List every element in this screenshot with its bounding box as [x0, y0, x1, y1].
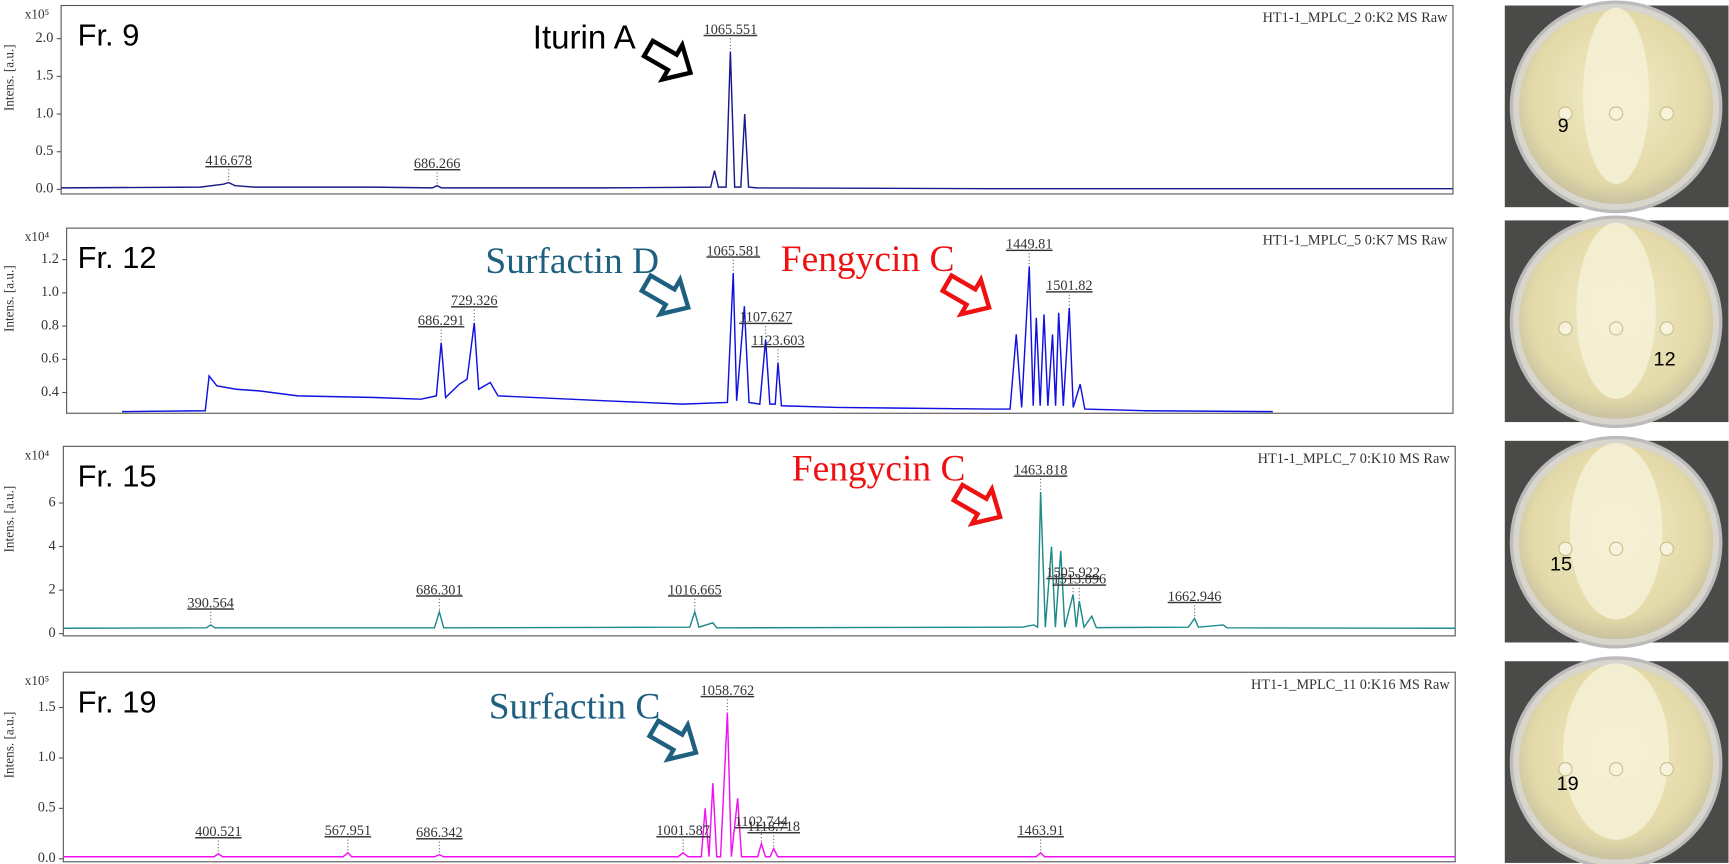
paper-disc: [1608, 762, 1624, 777]
spectrum-line: [61, 51, 1453, 190]
y-multiplier: x10⁵: [25, 6, 49, 21]
plate-label: 9: [1558, 115, 1569, 137]
y-multiplier: x10⁵: [25, 673, 49, 688]
compound-annotation: Iturin A: [533, 19, 636, 56]
plate-label: 15: [1550, 554, 1572, 576]
fungal-growth: [1583, 7, 1650, 185]
y-tick-label: 1.0: [38, 749, 56, 765]
plate-label: 19: [1557, 773, 1579, 795]
y-tick-label: 1.0: [41, 284, 59, 300]
y-tick-label: 1.5: [36, 68, 54, 84]
plate-label: 12: [1654, 349, 1676, 371]
peak-label: 1501.82: [1046, 278, 1093, 294]
paper-disc: [1608, 106, 1624, 121]
y-tick-label: 0.0: [38, 850, 56, 864]
spectrum-line: [63, 712, 1456, 858]
y-multiplier: x10⁴: [25, 447, 50, 462]
peak-label: 567.951: [325, 823, 372, 839]
y-tick-label: 0: [48, 625, 55, 641]
peak-label: 1513.896: [1052, 571, 1106, 587]
y-tick-label: 0.4: [41, 384, 59, 400]
peak-label: 1662.946: [1168, 589, 1222, 605]
paper-disc: [1608, 321, 1624, 336]
paper-disc: [1558, 541, 1573, 556]
y-tick-label: 1.5: [38, 699, 56, 715]
y-tick-label: 1.2: [41, 251, 59, 267]
peak-label: 729.326: [451, 293, 498, 309]
y-axis-label: Intens. [a.u.]: [1, 265, 16, 332]
y-tick-label: 0.8: [41, 317, 59, 333]
paper-disc: [1659, 762, 1674, 777]
peak-label: 1016.665: [668, 582, 722, 598]
spectrum-title: HT1-1_MPLC_11 0:K16 MS Raw: [1251, 677, 1450, 693]
spectrum-title: HT1-1_MPLC_5 0:K7 MS Raw: [1263, 233, 1449, 249]
y-axis-label: Intens. [a.u.]: [1, 44, 16, 111]
fungal-growth: [1563, 663, 1669, 840]
y-tick-label: 2: [48, 581, 55, 597]
peak-label: 1001.587: [656, 823, 710, 839]
fungal-growth: [1569, 443, 1663, 620]
y-tick-label: 0.0: [36, 181, 54, 197]
compound-annotation: Fengycin C: [792, 448, 966, 489]
compound-annotation: Surfactin C: [489, 686, 661, 727]
peak-label: 1449.81: [1006, 237, 1053, 253]
arrow: [939, 272, 992, 318]
plot-frame: [60, 4, 1454, 195]
y-tick-label: 0.5: [38, 800, 56, 816]
peak-label: 1065.551: [704, 22, 758, 38]
compound-annotation: Fengycin C: [781, 239, 955, 280]
spectrum-title: HT1-1_MPLC_7 0:K10 MS Raw: [1258, 451, 1451, 467]
y-tick-label: 6: [48, 494, 55, 510]
y-tick-label: 4: [48, 538, 55, 554]
paper-disc: [1608, 541, 1624, 556]
peak-label: 1107.627: [739, 310, 792, 326]
peak-label: 390.564: [187, 595, 234, 611]
peak-label: 686.291: [418, 313, 465, 329]
peak-label: 686.301: [416, 582, 463, 598]
y-tick-label: 0.6: [41, 351, 59, 367]
arrow: [641, 37, 694, 83]
arrow: [950, 481, 1003, 527]
peak-label: 1463.91: [1017, 823, 1064, 839]
y-multiplier: x10⁴: [25, 229, 50, 244]
y-tick-label: 1.0: [36, 105, 54, 121]
peak-label: 1123.603: [751, 333, 804, 349]
peak-label: 1505.922: [1046, 565, 1100, 581]
paper-disc: [1558, 106, 1573, 121]
fungal-growth: [1576, 222, 1656, 399]
peak-label: 416.678: [205, 153, 252, 169]
plot-frame: [62, 445, 1456, 637]
peak-label: 1102.744: [735, 814, 788, 830]
y-axis-label: Intens. [a.u.]: [1, 712, 16, 779]
peak-label: 1463.818: [1014, 462, 1068, 478]
spectrum-line: [63, 492, 1456, 629]
panel-label: Fr. 15: [78, 458, 157, 493]
arrow: [638, 272, 692, 318]
y-tick-label: 0.5: [36, 143, 54, 159]
paper-disc: [1558, 762, 1573, 777]
peak-label: 686.342: [416, 825, 463, 841]
panel-label: Fr. 9: [78, 18, 140, 53]
arrow: [646, 717, 699, 763]
paper-disc: [1659, 106, 1674, 121]
peak-label: 1058.762: [701, 683, 755, 699]
plot-frame: [66, 227, 1454, 414]
panel-label: Fr. 12: [78, 240, 157, 275]
paper-disc: [1659, 321, 1674, 336]
peak-label: 400.521: [195, 824, 242, 840]
y-tick-label: 2.0: [36, 30, 54, 46]
spectrum-line: [122, 266, 1273, 413]
paper-disc: [1558, 321, 1573, 336]
y-axis-label: Intens. [a.u.]: [1, 486, 16, 553]
plot-frame: [62, 671, 1456, 863]
paper-disc: [1659, 541, 1674, 556]
peak-label: 1065.581: [706, 243, 760, 259]
compound-annotation: Surfactin D: [485, 241, 659, 282]
peak-label: 1118.718: [747, 819, 800, 835]
panel-label: Fr. 19: [78, 684, 157, 719]
peak-label: 686.266: [414, 156, 461, 172]
spectrum-title: HT1-1_MPLC_2 0:K2 MS Raw: [1263, 10, 1449, 26]
